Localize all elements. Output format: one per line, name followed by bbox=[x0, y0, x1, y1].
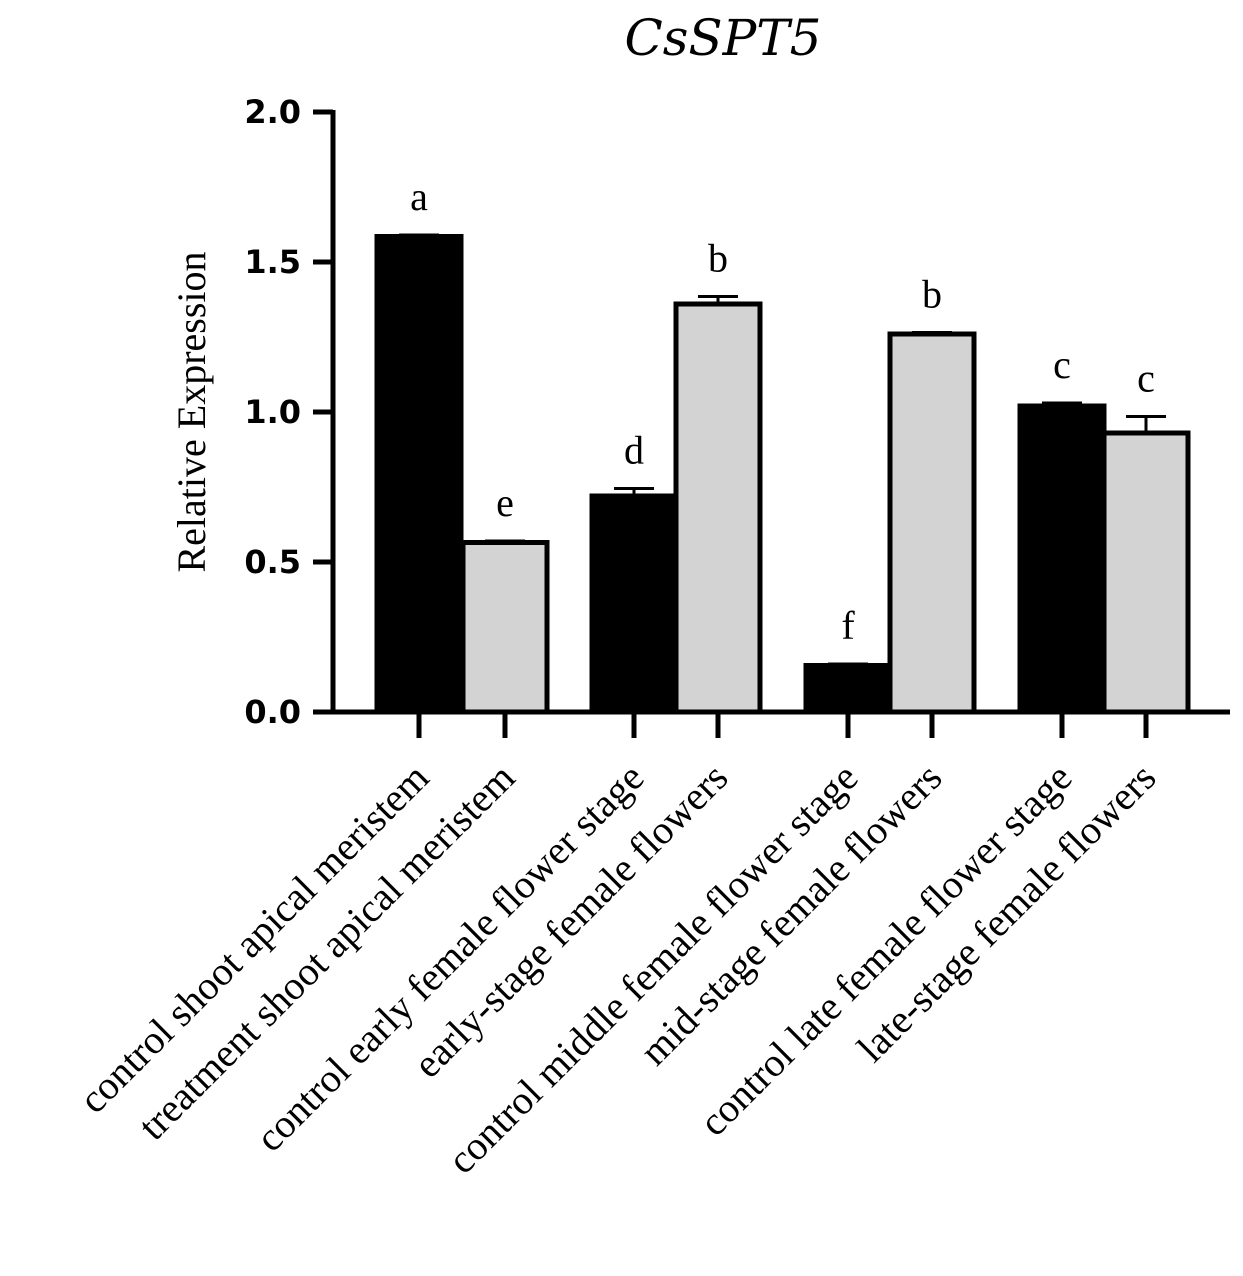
significance-label-8: c bbox=[1137, 356, 1155, 401]
chart-title: CsSPT5 bbox=[625, 9, 822, 67]
significance-label-3: d bbox=[624, 428, 644, 473]
y-tick-label-2: 1.0 bbox=[244, 393, 301, 431]
y-axis-label: Relative Expression bbox=[169, 251, 214, 572]
significance-label-7: c bbox=[1053, 342, 1071, 387]
significance-label-2: e bbox=[496, 480, 514, 525]
bar-6 bbox=[887, 331, 977, 715]
bar-7 bbox=[1017, 403, 1107, 715]
bar-3 bbox=[589, 493, 679, 715]
bar-4 bbox=[673, 301, 763, 715]
bar-5 bbox=[803, 663, 893, 715]
bar-2 bbox=[460, 540, 550, 715]
x-tick-label-1: control shoot apical meristem bbox=[70, 755, 437, 1122]
significance-label-5: f bbox=[841, 603, 855, 648]
y-tick-label-4: 2.0 bbox=[244, 93, 301, 131]
significance-label-1: a bbox=[410, 174, 428, 219]
bars-layer bbox=[374, 233, 1191, 715]
y-tick-label-0: 0.0 bbox=[244, 693, 301, 731]
y-tick-label-3: 1.5 bbox=[244, 243, 301, 281]
significance-label-6: b bbox=[922, 272, 942, 317]
bar-1 bbox=[374, 234, 464, 715]
axes-layer bbox=[313, 109, 1230, 738]
y-tick-label-1: 0.5 bbox=[244, 543, 301, 581]
bar-8 bbox=[1101, 430, 1191, 715]
significance-label-4: b bbox=[708, 236, 728, 281]
